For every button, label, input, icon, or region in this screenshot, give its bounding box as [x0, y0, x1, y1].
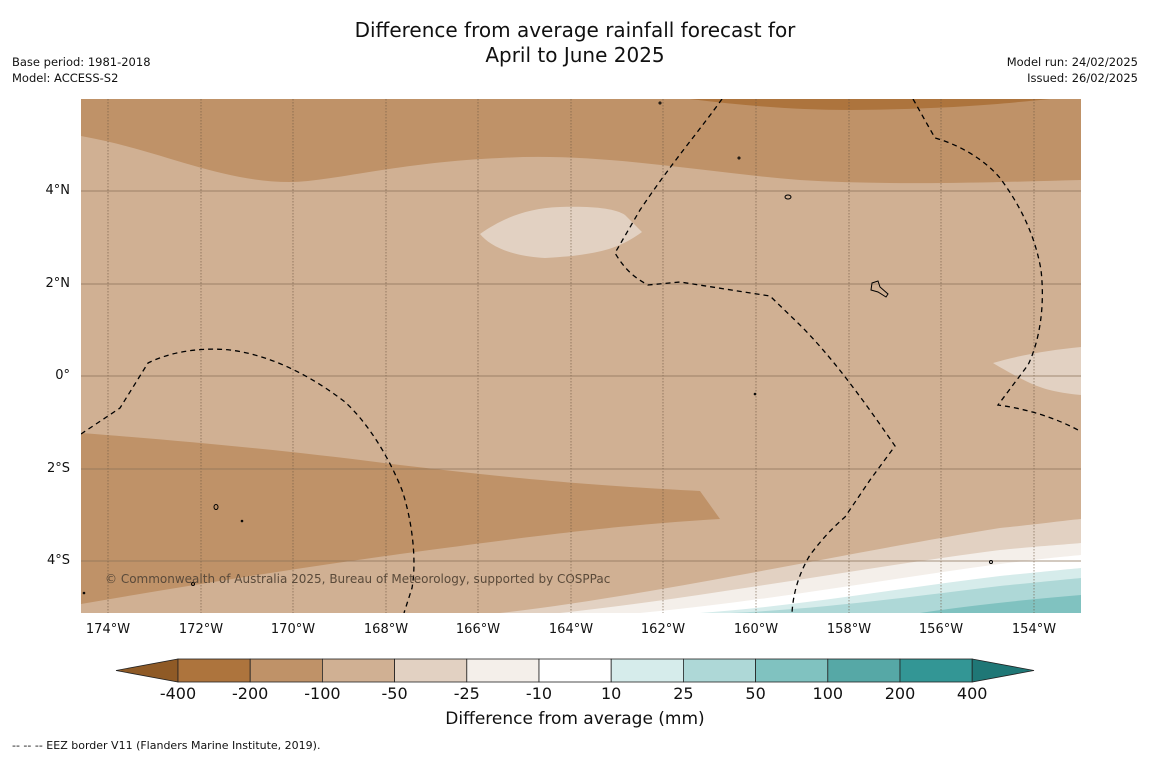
colorbar-segment [683, 658, 757, 683]
lat-label-2n: 2°N [45, 276, 71, 291]
lat-label-0: 0° [55, 368, 70, 383]
colorbar-extend-low [115, 658, 179, 683]
colorbar-tick-label: -25 [453, 684, 480, 703]
colorbar-segment [321, 658, 395, 683]
colorbar-tick-label: 100 [812, 684, 844, 703]
fill-patch-north [480, 206, 642, 258]
lon-label-154w: 154°W [1011, 622, 1057, 637]
colorbar-segment [177, 658, 251, 683]
lon-label-158w: 158°W [826, 622, 872, 637]
colorbar-extend-high [971, 658, 1035, 683]
meta-left: Base period: 1981-2018 Model: ACCESS-S2 [12, 54, 151, 86]
island-2 [737, 156, 741, 160]
eez-borders [81, 99, 1079, 613]
colorbar-tick-label: 10 [601, 684, 622, 703]
colorbar-segment [610, 658, 684, 683]
lon-label-160w: 160°W [733, 622, 779, 637]
colorbar-segment [394, 658, 468, 683]
fill-north-very-dry [690, 99, 1050, 110]
title-line-2: April to June 2025 [485, 43, 665, 67]
eez-footnote: -- -- -- EEZ border V11 (Flanders Marine… [12, 739, 321, 752]
lon-label-156w: 156°W [918, 622, 964, 637]
issued-date: Issued: 26/02/2025 [1027, 71, 1138, 85]
colorbar-segment [538, 658, 612, 683]
lon-label-162w: 162°W [640, 622, 686, 637]
lon-label-174w: 174°W [85, 622, 131, 637]
eez-border-west [81, 348, 415, 613]
island-3 [658, 101, 662, 105]
lon-label-166w: 166°W [455, 622, 501, 637]
island-4 [753, 392, 757, 396]
lon-label-172w: 172°W [178, 622, 224, 637]
lat-label-4s: 4°S [46, 553, 70, 568]
chart-title: Difference from average rainfall forecas… [0, 18, 1150, 68]
lon-label-170w: 170°W [270, 622, 316, 637]
model-run: Model run: 24/02/2025 [1006, 55, 1138, 69]
latitude-lines [81, 190, 1081, 562]
colorbar-tick-label: 25 [673, 684, 694, 703]
colorbar-segment [899, 658, 973, 683]
fill-se-band-50-100 [920, 595, 1081, 613]
colorbar-tick-label: -400 [159, 684, 197, 703]
base-period: Base period: 1981-2018 [12, 55, 151, 69]
island-9 [82, 591, 86, 595]
island-8 [989, 560, 993, 564]
rainfall-map [81, 99, 1081, 683]
colorbar-tick-label: 400 [956, 684, 988, 703]
eez-border-east [912, 99, 1079, 431]
island-7 [191, 582, 195, 586]
lat-label-2s: 2°S [46, 461, 70, 476]
lon-label-164w: 164°W [548, 622, 594, 637]
map-fill-layers [81, 99, 1081, 613]
fill-north-dry-band [81, 99, 1081, 184]
colorbar-title: Difference from average (mm) [445, 709, 705, 729]
lat-label-4n: 4°N [45, 183, 71, 198]
colorbar-tick-label: -10 [525, 684, 553, 703]
fill-patch-east [993, 347, 1081, 395]
lon-label-168w: 168°W [363, 622, 409, 637]
meta-right: Model run: 24/02/2025 Issued: 26/02/2025 [1007, 54, 1138, 86]
colorbar-segment [827, 658, 901, 683]
colorbar [115, 658, 1035, 683]
colorbar-tick-label: 50 [745, 684, 766, 703]
colorbar-tick-label: -100 [304, 684, 341, 703]
model-name: Model: ACCESS-S2 [12, 71, 119, 85]
eez-border-central [614, 99, 896, 613]
colorbar-tick-label: 200 [884, 684, 916, 703]
colorbar-segment [249, 658, 323, 683]
colorbar-segment [466, 658, 540, 683]
island-kiritimati [870, 280, 889, 298]
colorbar-tick-label: -200 [232, 684, 269, 703]
islands [82, 101, 993, 595]
colorbar-tick-label: -50 [381, 684, 408, 703]
title-line-1: Difference from average rainfall forecas… [354, 18, 796, 42]
island-5 [213, 504, 219, 510]
colorbar-segment [755, 658, 829, 683]
island-1 [784, 194, 792, 200]
island-6 [240, 519, 244, 523]
copyright-notice: © Commonwealth of Australia 2025, Bureau… [105, 572, 611, 586]
